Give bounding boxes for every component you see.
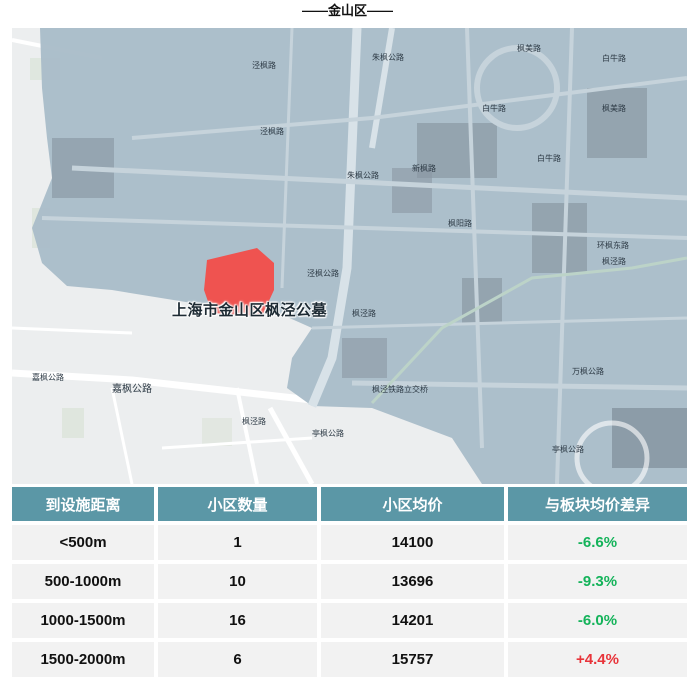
- road-label: 亭枫公路: [552, 445, 584, 454]
- road-label: 泾枫路: [252, 61, 276, 70]
- cell-price: 13696: [321, 564, 504, 599]
- road-label: 白牛路: [602, 54, 626, 63]
- road-label: 枫泾铁路立交桥: [372, 385, 428, 394]
- header-diff: 与板块均价差异: [508, 487, 687, 521]
- road-label: 枫泾路: [602, 257, 626, 266]
- cell-distance: 1500-2000m: [12, 642, 154, 677]
- table-row: 500-1000m 10 13696 -9.3%: [12, 564, 687, 599]
- cell-distance: 1000-1500m: [12, 603, 154, 638]
- stats-table: 到设施距离 小区数量 小区均价 与板块均价差异 <500m 1 14100 -6…: [12, 487, 687, 677]
- road-label: 枫美路: [602, 104, 626, 113]
- table-row: 1000-1500m 16 14201 -6.0%: [12, 603, 687, 638]
- road-label: 万枫公路: [572, 367, 604, 376]
- facility-highlight[interactable]: [204, 248, 274, 316]
- cell-count: 16: [158, 603, 317, 638]
- cell-count: 10: [158, 564, 317, 599]
- cell-distance: <500m: [12, 525, 154, 560]
- cell-diff: -9.3%: [508, 564, 687, 599]
- cell-price: 14100: [321, 525, 504, 560]
- map-view[interactable]: 上海市金山区枫泾公墓 嘉枫公路 嘉枫公路 朱枫公路 朱枫公路 枫美路 白牛路 枫…: [12, 28, 687, 484]
- road-label: 枫泾路: [352, 309, 376, 318]
- road-label: 朱枫公路: [372, 53, 404, 62]
- section-title: ——金山区——: [301, 3, 393, 18]
- road-label: 枫泾路: [242, 417, 266, 426]
- cell-diff: -6.6%: [508, 525, 687, 560]
- road-label: 泾枫公路: [307, 269, 339, 278]
- header-count: 小区数量: [158, 487, 317, 521]
- cell-count: 6: [158, 642, 317, 677]
- cell-diff: -6.0%: [508, 603, 687, 638]
- road-label: 嘉枫公路: [32, 373, 64, 382]
- header-distance: 到设施距离: [12, 487, 154, 521]
- cell-price: 15757: [321, 642, 504, 677]
- cell-diff: +4.4%: [508, 642, 687, 677]
- facility-label: 上海市金山区枫泾公墓: [172, 302, 328, 319]
- cell-distance: 500-1000m: [12, 564, 154, 599]
- cell-count: 1: [158, 525, 317, 560]
- road-label: 枫阳路: [448, 219, 472, 228]
- road-label: 枫美路: [517, 44, 541, 53]
- table-header: 到设施距离 小区数量 小区均价 与板块均价差异: [12, 487, 687, 521]
- table-row: 1500-2000m 6 15757 +4.4%: [12, 642, 687, 677]
- road-label: 新枫路: [412, 164, 436, 173]
- road-label: 泾枫路: [260, 127, 284, 136]
- table-row: <500m 1 14100 -6.6%: [12, 525, 687, 560]
- cell-price: 14201: [321, 603, 504, 638]
- map-canvas[interactable]: [12, 28, 687, 484]
- road-label: 朱枫公路: [347, 171, 379, 180]
- road-label: 嘉枫公路: [112, 384, 152, 395]
- header-price: 小区均价: [321, 487, 504, 521]
- road-label: 白牛路: [537, 154, 561, 163]
- road-label: 白牛路: [482, 104, 506, 113]
- road-label: 环枫东路: [597, 241, 629, 250]
- road-label: 亭枫公路: [312, 429, 344, 438]
